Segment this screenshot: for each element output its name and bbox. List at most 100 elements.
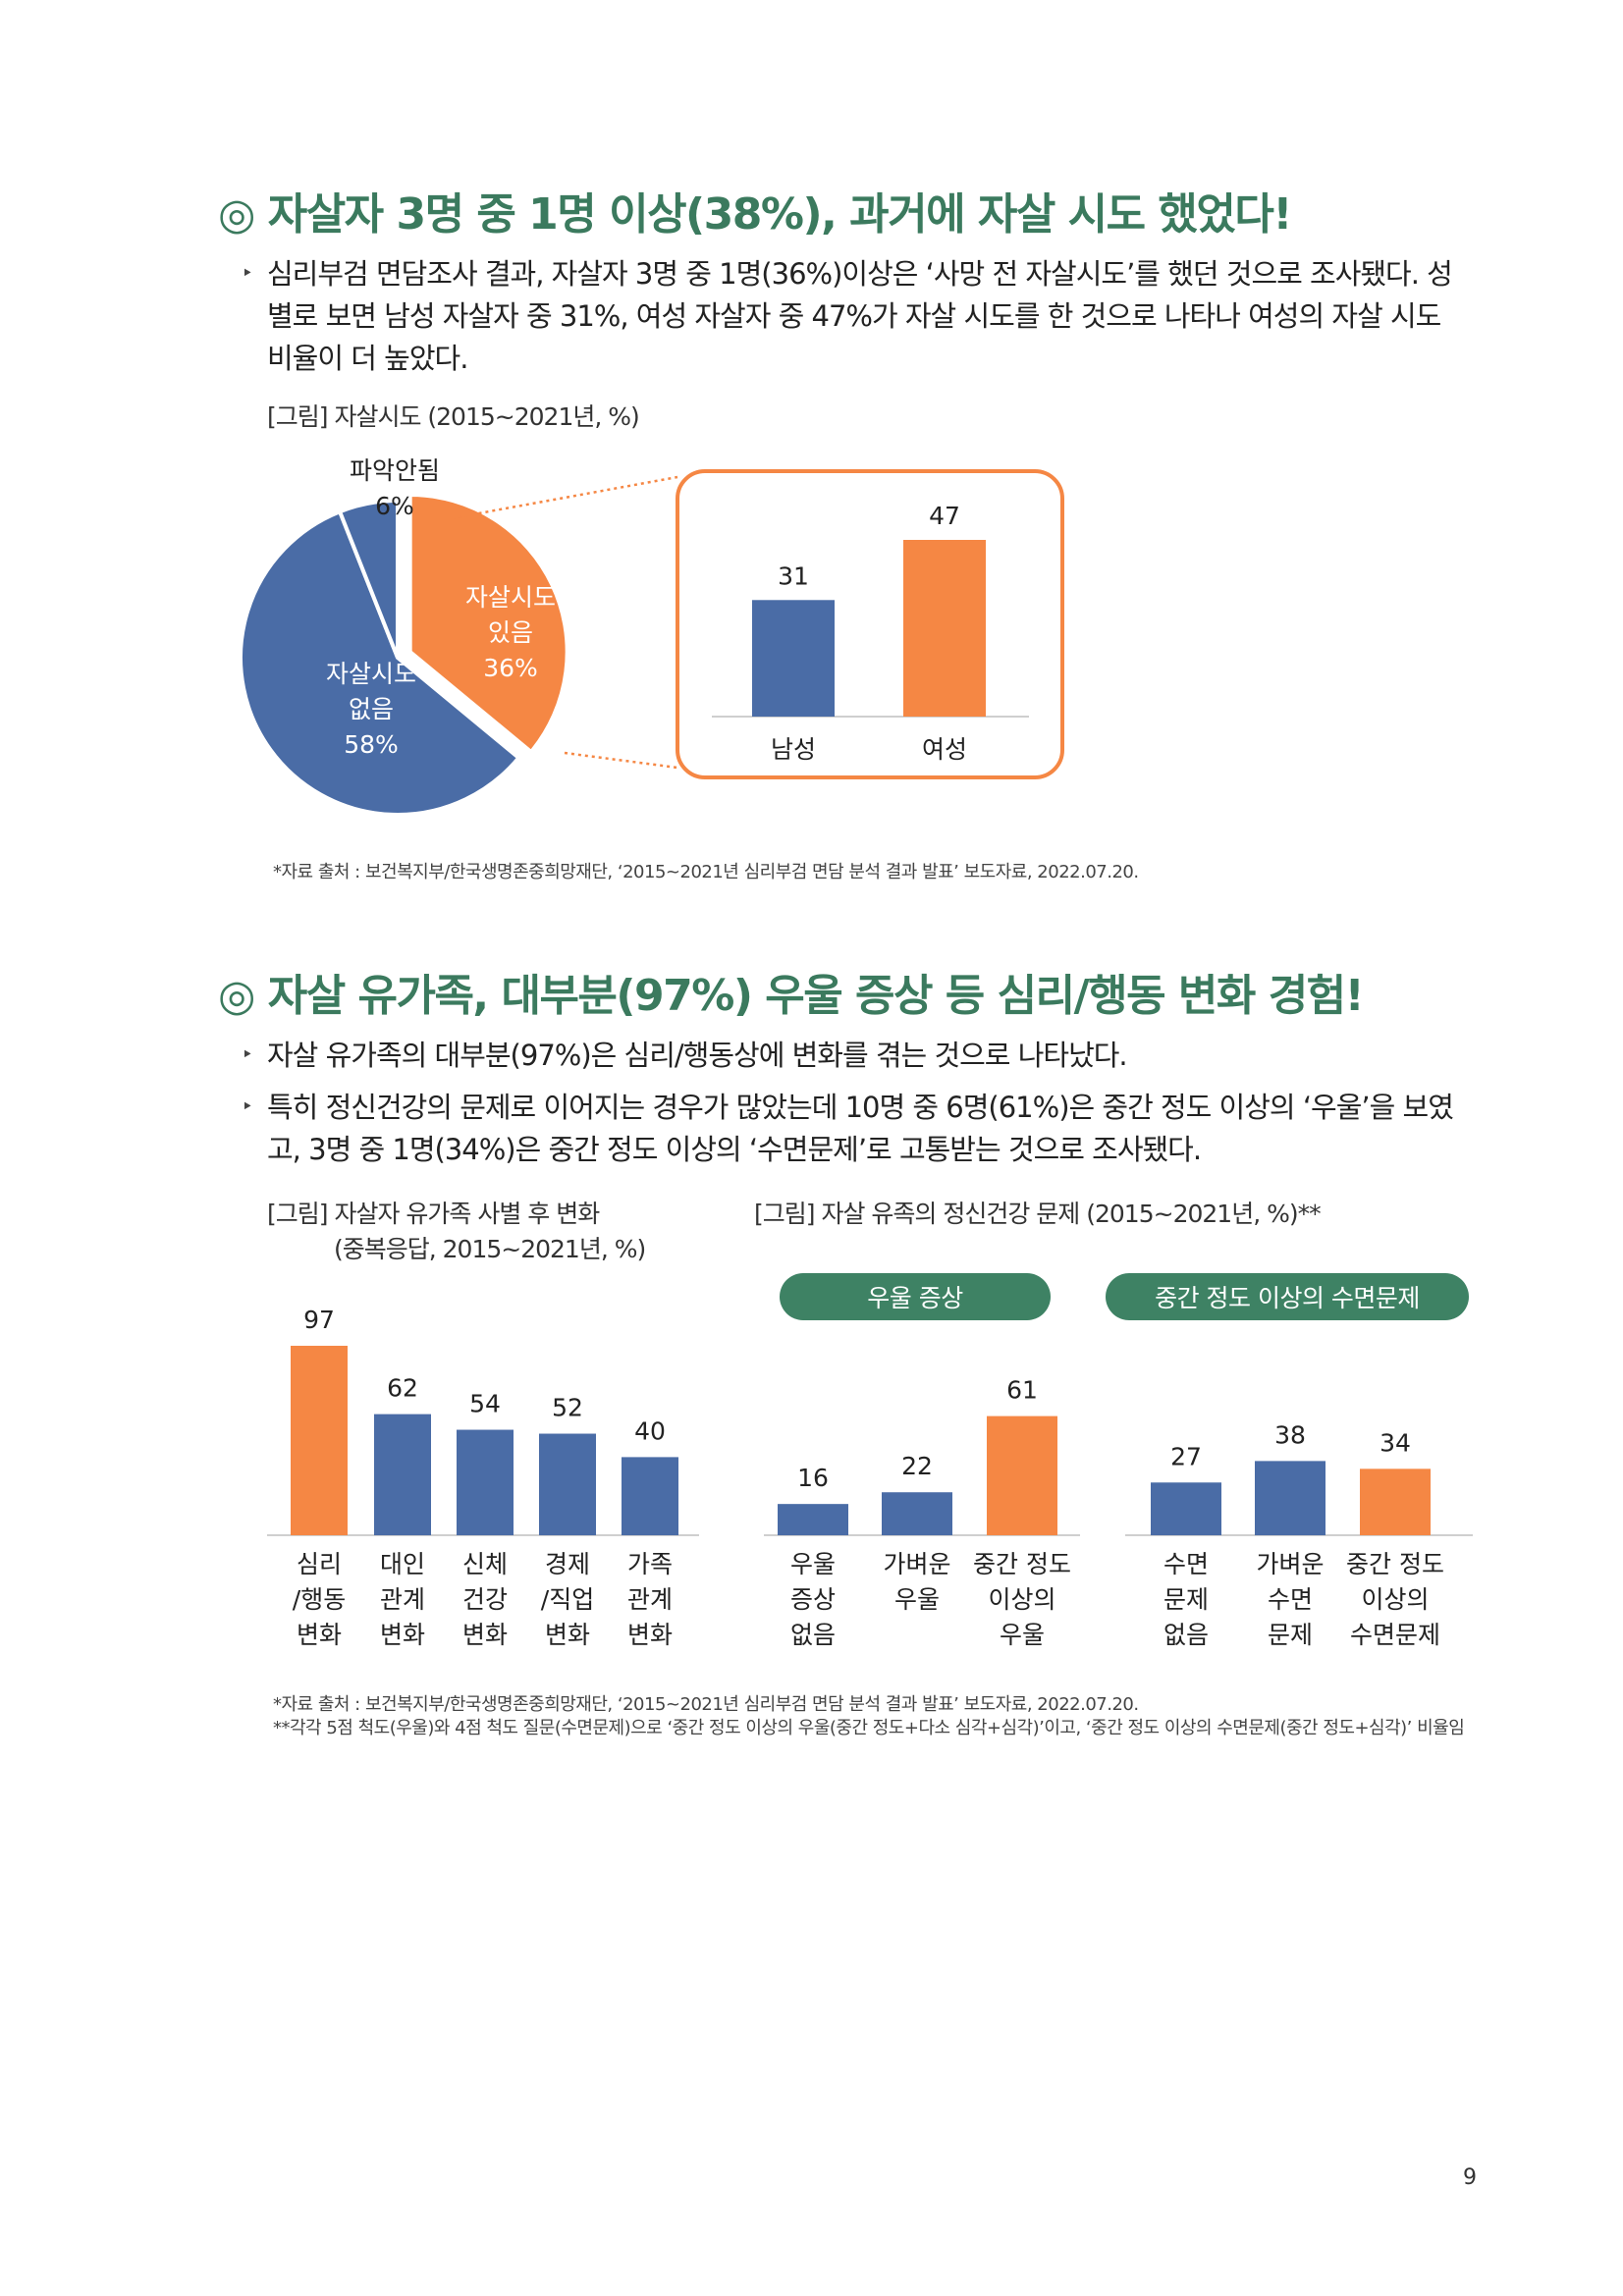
bar-category-label: 경제 [545, 1550, 590, 1578]
section2-source-line-1: *자료 출처 : 보건복지부/한국생명존중희망재단, ‘2015~2021년 심… [273, 1694, 1139, 1715]
bar-value-label: 52 [552, 1394, 583, 1422]
bar [752, 600, 835, 717]
bar-category-label: 변화 [462, 1621, 508, 1649]
bar-value-label: 22 [901, 1452, 933, 1480]
bar-category-label: 건강 [462, 1585, 508, 1614]
bar-category-label: 대인 [380, 1550, 425, 1578]
bar-value-label: 38 [1274, 1420, 1306, 1449]
bar-category-label: 문제 [1163, 1585, 1209, 1614]
bar-value-label: 97 [303, 1306, 335, 1334]
bar-value-label: 31 [778, 561, 809, 590]
pie-slice-label: 있음 [488, 618, 533, 647]
section2-bullet-2-line-1: 특히 정신건강의 문제로 이어지는 경우가 많았는데 10명 중 6명(61%)… [267, 1091, 1454, 1124]
bar-category-label: 우울 [1000, 1621, 1045, 1649]
gender-bar-chart: 31 남성 47 여성 [451, 469, 1064, 779]
pie-slice [407, 493, 569, 755]
bar-category-label: 없음 [790, 1621, 836, 1649]
bullet-marker: ‣ [242, 261, 253, 285]
bar-category-label: 중간 정도 [1346, 1550, 1444, 1578]
pie-slice-label: 없음 [349, 695, 394, 723]
bar-category-label: 관계 [627, 1585, 673, 1614]
bar-category-label: 신체 [462, 1550, 508, 1578]
bar-value-label: 40 [634, 1416, 666, 1445]
pie-slice [337, 498, 400, 659]
bar-category-label: 없음 [1163, 1621, 1209, 1649]
bar [778, 1504, 848, 1535]
bullet-marker: ‣ [242, 1095, 253, 1118]
bar-value-label: 47 [929, 502, 960, 530]
section2-bullet-1: 자살 유가족의 대부분(97%)은 심리/행동상에 변화를 겪는 것으로 나타났… [267, 1039, 1128, 1072]
zoom-box [676, 469, 1064, 779]
bar-category-label: 이상의 [1361, 1585, 1429, 1614]
pill-depression: 우울 증상 [780, 1273, 1051, 1320]
section2-source-line-2: **각각 5점 척도(우울)와 4점 척도 질문(수면문제)으로 ‘중간 정도 … [273, 1718, 1465, 1738]
section1-heading: ◎ 자살자 3명 중 1명 이상(38%), 과거에 자살 시도 했었다! [218, 189, 1292, 240]
figure-caption-suicide-attempt: [그림] 자살시도 (2015~2021년, %) [267, 402, 640, 431]
left-figure-caption-line-2: (중복응답, 2015~2021년, %) [334, 1235, 646, 1263]
section2-bullet-2-line-2: 고, 3명 중 1명(34%)은 중간 정도 이상의 ‘수면문제’로 고통받는 … [267, 1133, 1202, 1166]
pie-slice [239, 508, 522, 817]
bar-category-label: /직업 [541, 1585, 594, 1614]
bar-value-label: 61 [1006, 1376, 1038, 1405]
bar-category-label: 수면 [1268, 1585, 1313, 1614]
bar-category-label: 변화 [627, 1621, 673, 1649]
bar-category-label: 가벼운 [1256, 1550, 1324, 1578]
bar-category-label: 가벼운 [883, 1550, 950, 1578]
bar-category-label: 변화 [545, 1621, 590, 1649]
bar [903, 540, 986, 717]
bar [291, 1345, 348, 1535]
bar-value-label: 27 [1170, 1442, 1202, 1470]
bar-category-label: 우울 [894, 1585, 940, 1614]
bar-category-label: 변화 [380, 1621, 425, 1649]
bar-category-label: 이상의 [988, 1585, 1055, 1614]
bar-category-label: /행동 [293, 1585, 346, 1614]
bar-category-label: 중간 정도 [973, 1550, 1071, 1578]
pie-slice-value: 58% [344, 730, 399, 759]
bar [1255, 1461, 1325, 1535]
bar-category-label: 여성 [922, 735, 967, 764]
connector-line [451, 475, 678, 520]
bar-category-label: 가족 [627, 1550, 673, 1578]
bar-value-label: 62 [387, 1374, 418, 1403]
bar-category-label: 관계 [380, 1585, 425, 1614]
bar [457, 1429, 514, 1535]
left-figure-caption-line-1: [그림] 자살자 유가족 사별 후 변화 [267, 1200, 600, 1228]
bar-category-label: 문제 [1268, 1621, 1313, 1649]
bullet-marker: ‣ [242, 1042, 253, 1066]
bar [374, 1414, 431, 1535]
section1-body-line-1: 심리부검 면담조사 결과, 자살자 3명 중 1명(36%)이상은 ‘사망 전 … [267, 257, 1453, 291]
section1-body-line-2: 별로 보면 남성 자살자 중 31%, 여성 자살자 중 47%가 자살 시도를… [267, 299, 1441, 333]
section2-heading: ◎ 자살 유가족, 대부분(97%) 우울 증상 등 심리/행동 변화 경험! [218, 971, 1365, 1021]
connector-line [564, 751, 678, 770]
section1-source: *자료 출처 : 보건복지부/한국생명존중희망재단, ‘2015~2021년 심… [273, 862, 1139, 882]
bar-category-label: 수면문제 [1350, 1621, 1440, 1649]
bar [622, 1457, 678, 1535]
pill-sleep-problem: 중간 정도 이상의 수면문제 [1106, 1273, 1469, 1320]
bar-category-label: 심리 [297, 1550, 342, 1578]
bar-category-label: 수면 [1163, 1550, 1209, 1578]
pie-slice-value: 36% [483, 654, 538, 682]
pie-slice-label: 파악안됨 [350, 456, 440, 485]
pie-slice-label: 자살시도 [465, 583, 556, 612]
bar [539, 1433, 596, 1535]
section1-body-line-3: 비율이 더 높았다. [267, 342, 468, 375]
bar [882, 1492, 952, 1535]
bar [1360, 1468, 1431, 1535]
bar-value-label: 54 [469, 1390, 501, 1418]
pie-slice-label: 자살시도 [326, 660, 416, 688]
bar-value-label: 16 [797, 1464, 829, 1492]
right-figure-caption: [그림] 자살 유족의 정신건강 문제 (2015~2021년, %)** [754, 1200, 1322, 1228]
bar-category-label: 남성 [771, 735, 816, 764]
bar [987, 1415, 1057, 1535]
bar-category-label: 우울 [790, 1550, 836, 1578]
bar-value-label: 34 [1380, 1428, 1411, 1457]
page-number: 9 [1463, 2165, 1477, 2190]
bar-category-label: 증상 [790, 1585, 836, 1614]
bar [1151, 1482, 1221, 1535]
